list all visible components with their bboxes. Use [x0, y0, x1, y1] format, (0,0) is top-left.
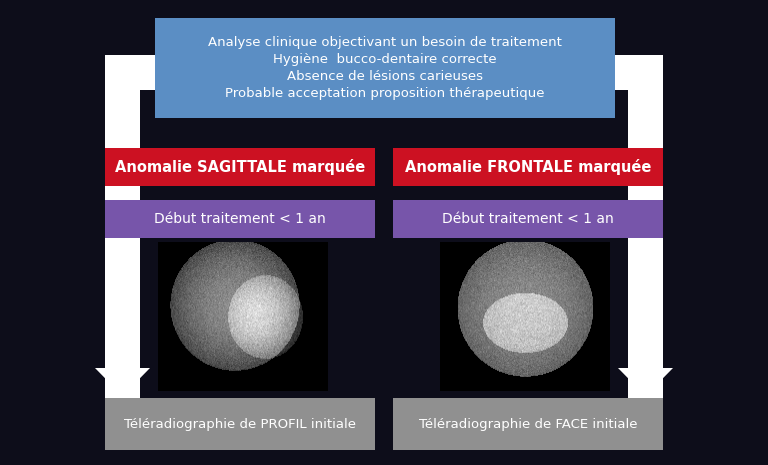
Bar [628, 55, 663, 450]
Bar [105, 55, 155, 90]
Text: Anomalie FRONTALE marquée: Anomalie FRONTALE marquée [405, 159, 651, 175]
Polygon shape [95, 368, 150, 396]
Bar [105, 55, 140, 450]
Text: Anomalie SAGITTALE marquée: Anomalie SAGITTALE marquée [115, 159, 365, 175]
Text: Téléradiographie de FACE initiale: Téléradiographie de FACE initiale [419, 418, 637, 431]
Bar [440, 243, 610, 391]
Bar [155, 18, 615, 118]
Text: Début traitement < 1 an: Début traitement < 1 an [442, 212, 614, 226]
Bar [393, 398, 663, 450]
Text: Début traitement < 1 an: Début traitement < 1 an [154, 212, 326, 226]
Bar [105, 200, 375, 238]
Bar [105, 398, 375, 450]
Bar [615, 55, 663, 90]
Bar [628, 55, 663, 450]
Bar [105, 55, 140, 450]
Bar [393, 200, 663, 238]
Polygon shape [618, 368, 673, 396]
Bar [158, 243, 328, 391]
Text: Analyse clinique objectivant un besoin de traitement
Hygiène  bucco-dentaire cor: Analyse clinique objectivant un besoin d… [208, 36, 562, 100]
Bar [105, 148, 375, 186]
Bar [393, 148, 663, 186]
Text: Téléradiographie de PROFIL initiale: Téléradiographie de PROFIL initiale [124, 418, 356, 431]
Bar [630, 240, 661, 368]
Bar [107, 240, 138, 368]
